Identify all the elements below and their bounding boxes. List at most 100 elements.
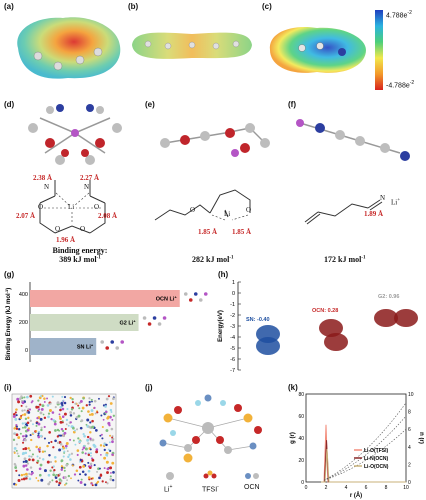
md-atom [88, 425, 91, 429]
md-atom [64, 444, 68, 448]
md-atom [30, 438, 33, 442]
md-atom [63, 431, 67, 435]
md-atom [13, 427, 16, 430]
md-atom [112, 414, 115, 417]
md-atom [39, 395, 42, 398]
k-y-right-tick: 10 [408, 392, 414, 398]
md-atom [106, 482, 109, 485]
md-atom [59, 480, 62, 483]
md-atom [65, 463, 69, 467]
md-atom [20, 404, 23, 407]
md-atom [72, 439, 75, 442]
md-atom [38, 457, 41, 460]
md-atom [27, 416, 30, 420]
md-atom [21, 401, 25, 405]
md-atom [26, 468, 29, 471]
md-atom [59, 420, 63, 424]
md-atom [75, 428, 79, 431]
legend-j-li: Li+ [164, 484, 173, 494]
md-atom [47, 473, 51, 477]
h-y-label: Energy(eV) [218, 310, 224, 342]
md-atom [31, 453, 35, 456]
md-atom [88, 400, 91, 404]
g-y-tick: 200 [19, 320, 28, 326]
md-atom [76, 453, 79, 456]
md-atom [52, 446, 55, 449]
md-atom [85, 423, 88, 426]
md-atom [23, 396, 26, 399]
md-atom [43, 416, 47, 420]
md-atom [37, 399, 40, 402]
md-atom [36, 417, 39, 420]
molecule-3d-e [160, 123, 270, 157]
binding-energy-e: 282 kJ mol-1 [192, 255, 234, 264]
md-atom [29, 394, 33, 398]
md-atom [57, 484, 60, 487]
atom-o4-d: O [80, 225, 86, 233]
md-atom [22, 447, 25, 451]
md-atom [17, 455, 20, 458]
md-atom [15, 427, 19, 431]
md-atom [60, 465, 64, 468]
md-atom [37, 432, 40, 435]
md-atom [14, 417, 18, 421]
md-atom [51, 411, 55, 414]
md-atom [87, 453, 91, 457]
md-atom [74, 443, 77, 446]
g-bar [30, 290, 180, 307]
md-atom [91, 484, 94, 487]
md-atom [46, 397, 48, 400]
h-y-tick: -1 [230, 302, 235, 308]
k-rdf-curve [321, 448, 406, 483]
h-orbital-lobe [319, 319, 343, 337]
md-atom [52, 465, 55, 468]
atom-o3-d: O [55, 225, 61, 233]
md-atom [35, 422, 39, 425]
md-atom [66, 479, 68, 482]
md-atom [83, 483, 87, 486]
md-atom [95, 450, 99, 454]
md-atom [102, 418, 105, 421]
k-y-right-tick: 0 [408, 480, 411, 486]
md-atom [69, 414, 73, 417]
md-atom [17, 479, 21, 483]
md-atom [103, 467, 106, 470]
md-atom [73, 473, 77, 476]
md-atom [109, 434, 112, 437]
md-atom [28, 455, 31, 458]
md-atom [51, 479, 54, 482]
md-atom [84, 447, 88, 451]
md-atom [87, 476, 91, 479]
md-atom [37, 435, 41, 439]
md-atom [56, 435, 59, 438]
atom-o2-d: O [94, 203, 100, 211]
md-atom [67, 474, 71, 478]
md-atom [21, 422, 24, 425]
md-atom [12, 414, 16, 418]
atom-o1-e: O [190, 206, 196, 214]
md-atom [50, 417, 53, 421]
md-atom [63, 401, 67, 405]
md-atom [49, 469, 52, 472]
md-atom [77, 479, 80, 482]
md-atom [69, 438, 72, 441]
md-atom [52, 473, 55, 477]
md-atom [109, 402, 113, 405]
k-y-left-tick: 40 [298, 436, 304, 442]
md-atom [49, 402, 52, 405]
md-atom [80, 410, 83, 413]
md-atom [23, 457, 27, 461]
md-atom [58, 429, 61, 432]
md-atom [31, 458, 35, 462]
md-atom [111, 440, 114, 444]
g-bar [30, 338, 97, 355]
md-atom [26, 475, 29, 478]
md-atom [40, 407, 44, 411]
panel-label-f: (f) [288, 100, 296, 109]
md-atom [28, 458, 31, 461]
md-atom [64, 484, 66, 486]
md-atom [70, 452, 74, 455]
md-atom [89, 462, 93, 466]
md-atom [38, 450, 41, 453]
md-atom [59, 472, 62, 475]
